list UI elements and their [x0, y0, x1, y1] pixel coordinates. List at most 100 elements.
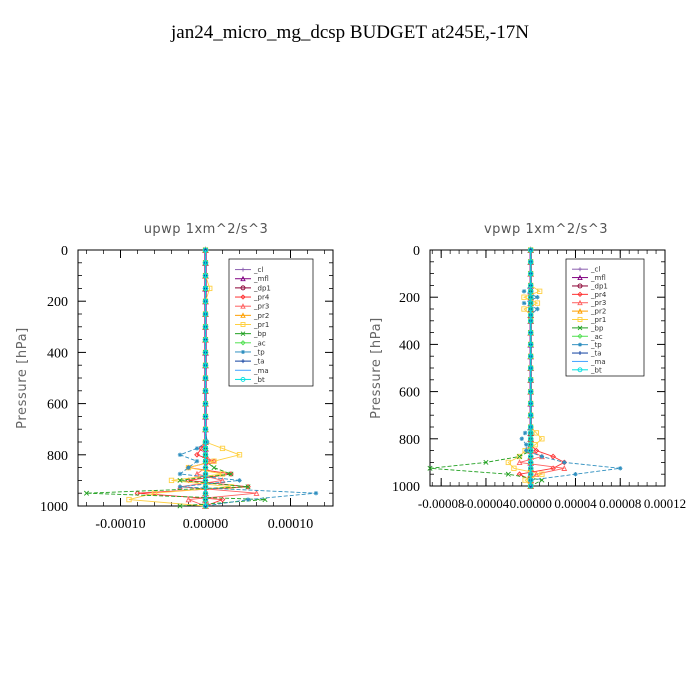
- y-axis-label: Pressure [hPa]: [15, 327, 30, 429]
- data-point: [202, 458, 209, 464]
- legend-item-pr4: _pr4: [235, 294, 270, 302]
- data-point: [202, 272, 209, 279]
- data-point: [516, 459, 523, 466]
- data-point: [539, 471, 545, 477]
- data-point: [202, 298, 209, 304]
- data-point: [202, 471, 209, 477]
- data-point: [202, 336, 209, 343]
- data-point: [177, 484, 183, 489]
- x-tick-label: 0.00008: [599, 496, 641, 511]
- y-tick-label: 1000: [40, 500, 68, 515]
- legend-label: _dp1: [253, 284, 271, 292]
- data-point: [245, 483, 251, 490]
- legend-label: _ma: [590, 358, 606, 366]
- legend-label: _pr3: [590, 299, 606, 307]
- legend: _cl_mfl_dp1_pr4_pr3_pr2_pr1_bp_ac_tp_ta_…: [228, 258, 314, 387]
- data-point: [533, 447, 540, 454]
- legend-item-ta: _ta: [235, 358, 265, 366]
- data-point: [528, 477, 534, 483]
- chart-panel-vpwp: vpwp 1xm^2/s^3 Pressure [hPa] 0 200 400 600 80…: [369, 222, 686, 511]
- legend-item-ma: _ma: [235, 367, 269, 375]
- legend-item-ac: _ac: [572, 333, 603, 341]
- legend-item-pr1: _pr1: [572, 316, 606, 324]
- data-point: [528, 288, 534, 294]
- data-point: [521, 306, 527, 312]
- data-point: [126, 496, 132, 503]
- data-point: [521, 300, 527, 306]
- data-point: [505, 471, 511, 477]
- data-point: [313, 491, 319, 496]
- data-point: [202, 362, 209, 368]
- x-tick-label: 0.00000: [183, 517, 229, 532]
- data-point: [528, 353, 534, 359]
- legend: _cl_mfl_dp1_pr4_pr3_pr2_pr1_bp_ac_tp_ta_…: [565, 258, 645, 377]
- legend-item-tp: _tp: [235, 348, 265, 356]
- legend-item-pr2: _pr2: [235, 312, 269, 320]
- data-point: [202, 247, 209, 253]
- data-point: [537, 288, 543, 294]
- data-point: [528, 270, 534, 277]
- legend-label: _pr4: [253, 294, 270, 302]
- series-bt: [202, 247, 209, 509]
- legend-item-bp: _bp: [572, 324, 604, 332]
- data-point: [528, 318, 534, 324]
- data-point: [528, 341, 534, 348]
- data-point: [228, 471, 234, 477]
- data-point: [519, 436, 524, 441]
- data-point: [528, 442, 534, 448]
- data-point: [202, 496, 209, 503]
- legend-label: _tp: [253, 348, 265, 356]
- legend-label: _ac: [590, 333, 603, 341]
- data-point: [245, 484, 251, 490]
- data-point: [528, 465, 534, 471]
- data-point: [528, 306, 534, 312]
- data-point: [245, 497, 251, 502]
- data-point: [524, 448, 529, 453]
- data-point: [533, 430, 539, 436]
- data-point: [561, 465, 568, 471]
- legend-item-cl: _cl: [572, 266, 600, 274]
- data-point: [194, 459, 200, 464]
- legend-item-bt: _bt: [572, 366, 602, 374]
- y-tick-label: 200: [47, 295, 68, 310]
- data-point: [618, 466, 623, 471]
- data-point: [202, 445, 209, 452]
- legend-label: _tp: [590, 341, 602, 349]
- data-point: [177, 471, 183, 477]
- legend-label: _bp: [253, 330, 267, 338]
- data-point: [562, 460, 567, 465]
- data-point: [528, 259, 534, 265]
- data-point: [168, 477, 175, 484]
- legend-label: _cl: [253, 266, 263, 274]
- legend-item-bp: _bp: [235, 330, 267, 338]
- data-point: [528, 247, 534, 253]
- data-point: [528, 282, 534, 289]
- data-point: [528, 412, 534, 418]
- y-tick-label: 800: [47, 449, 68, 464]
- legend-label: _pr1: [253, 321, 269, 329]
- data-point: [211, 458, 217, 464]
- chart-panel-upwp: upwp 1xm^2/s^3 Pressure [hPa] 0 200 400 600 80…: [15, 222, 334, 532]
- y-tick-label: 400: [399, 338, 420, 353]
- series-line: [128, 250, 242, 507]
- data-point: [534, 300, 541, 306]
- data-point: [202, 490, 209, 496]
- data-point: [522, 430, 528, 436]
- y-tick-label: 600: [47, 398, 68, 413]
- x-tick-label: -0.00010: [95, 517, 145, 532]
- data-point: [202, 484, 209, 490]
- data-point: [528, 294, 534, 300]
- legend-label: _ta: [590, 350, 602, 358]
- legend-label: _pr1: [590, 316, 606, 324]
- data-point: [483, 459, 489, 465]
- legend-item-cl: _cl: [235, 266, 263, 274]
- data-point: [528, 329, 534, 336]
- data-point: [202, 464, 209, 471]
- data-point: [202, 426, 209, 432]
- legend-label: _dp1: [590, 282, 608, 290]
- y-tick-label: 400: [47, 346, 68, 361]
- data-point: [185, 496, 192, 503]
- data-point: [202, 503, 209, 509]
- legend-item-tp: _tp: [572, 341, 602, 349]
